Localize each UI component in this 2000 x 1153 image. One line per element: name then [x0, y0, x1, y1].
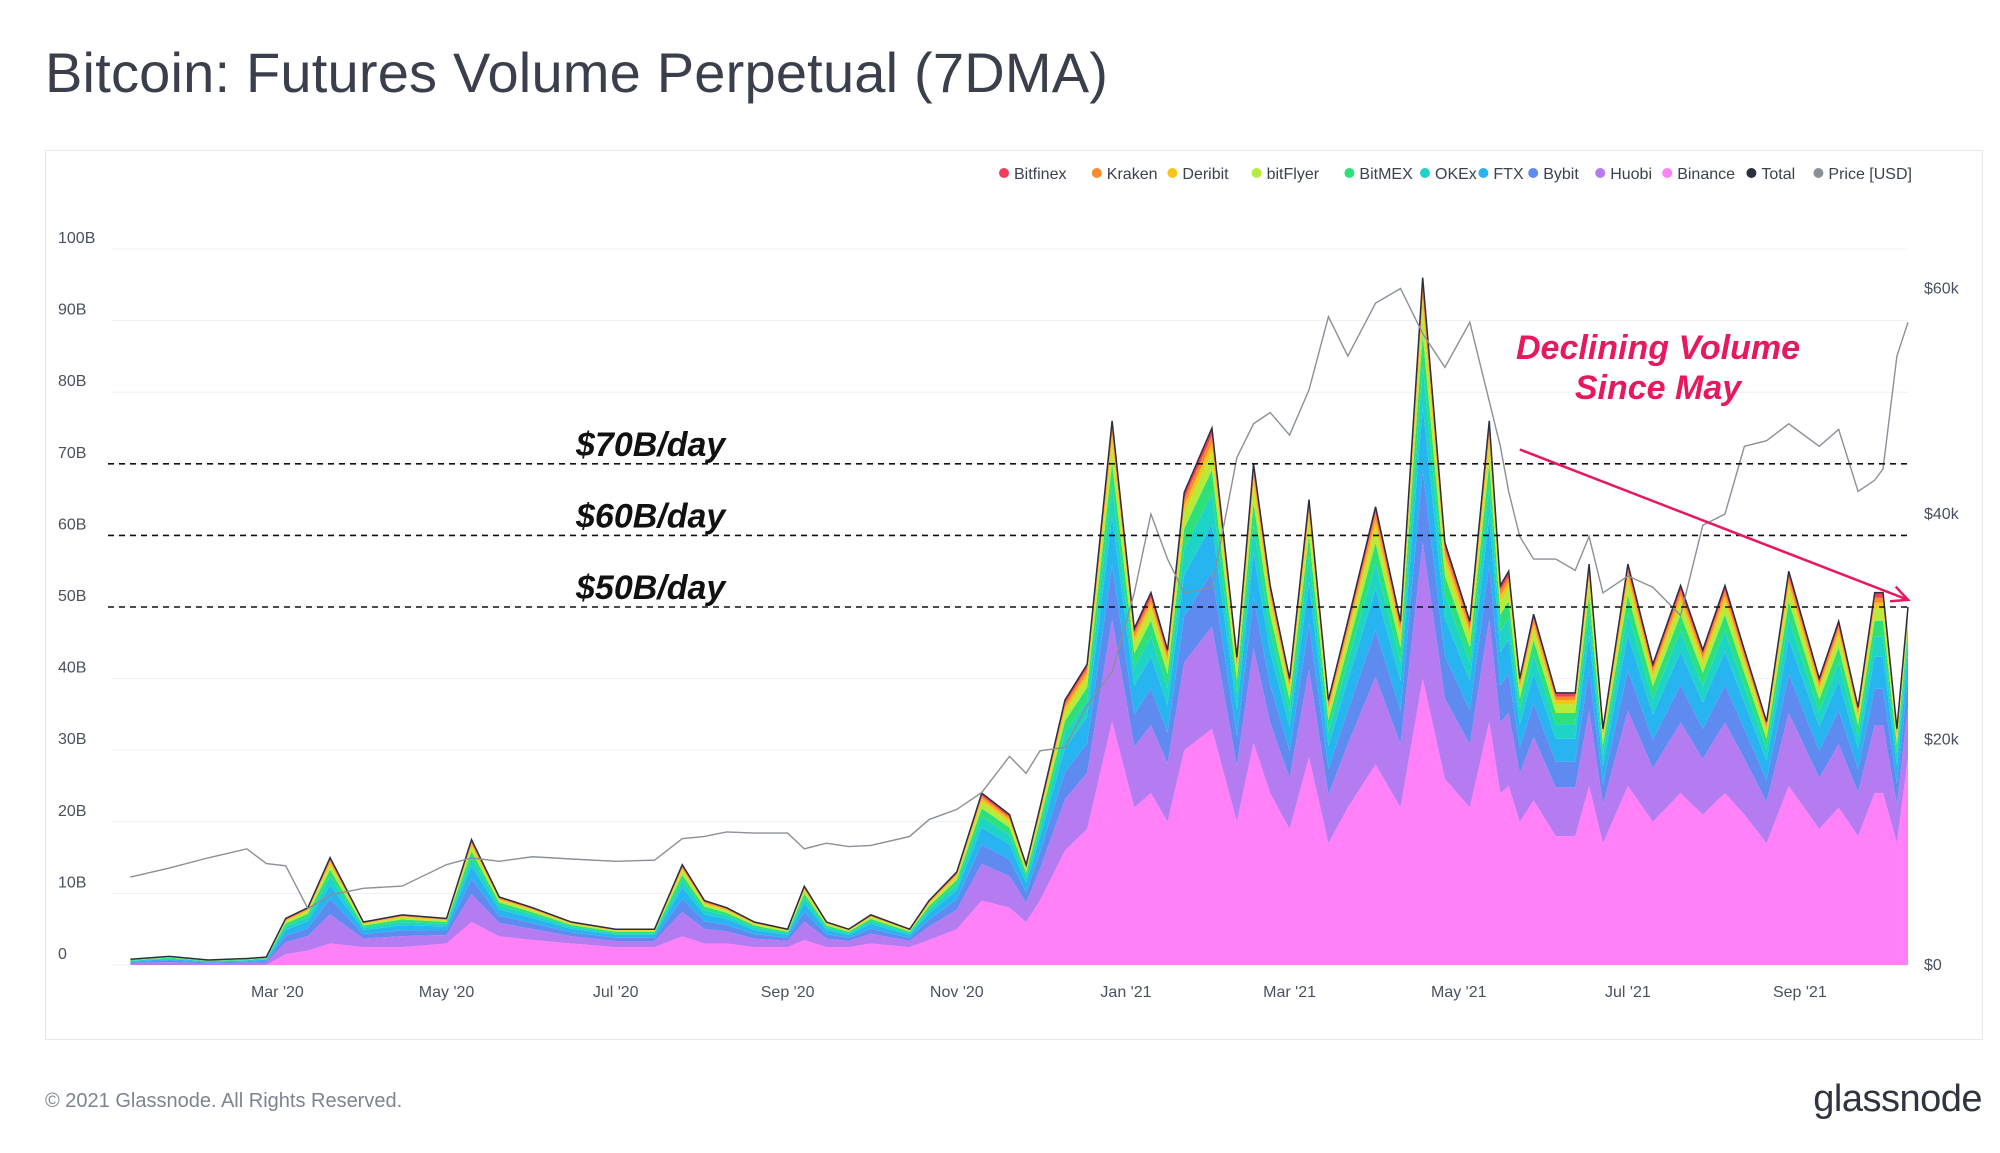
legend-item[interactable]: Bitfinex	[1014, 166, 1066, 183]
area-binance	[130, 678, 1908, 965]
legend-item[interactable]: BitMEX	[1359, 166, 1413, 183]
x-tick-label: Sep '20	[761, 984, 815, 1001]
x-tick-label: Jan '21	[1100, 984, 1151, 1001]
legend-marker-kraken	[1091, 168, 1102, 178]
legend-item[interactable]: OKEx	[1435, 166, 1477, 183]
annotation-line-1: Declining Volume	[1516, 329, 1800, 367]
legend-item[interactable]: Deribit	[1182, 166, 1229, 183]
page-title: Bitcoin: Futures Volume Perpetual (7DMA)	[45, 41, 1109, 104]
x-tick-label: Jul '20	[593, 984, 639, 1001]
legend-marker-bitflyer	[1251, 168, 1262, 178]
legend-marker-bitfinex	[999, 168, 1009, 178]
reference-label: $60B/day	[575, 497, 727, 535]
legend-marker-okex	[1420, 168, 1430, 178]
y-tick-label: 10B	[58, 874, 86, 891]
copyright: © 2021 Glassnode. All Rights Reserved.	[45, 1090, 403, 1112]
x-tick-label: Mar '21	[1263, 984, 1316, 1001]
y-tick-label: 50B	[58, 588, 86, 605]
legend-item[interactable]: Bybit	[1543, 166, 1579, 183]
legend-item[interactable]: Price [USD]	[1828, 166, 1912, 183]
legend-item[interactable]: Binance	[1677, 166, 1735, 183]
legend-item[interactable]: bitFlyer	[1267, 166, 1320, 183]
reference-label: $70B/day	[575, 426, 727, 464]
chart-panel: 0 10B 20B 30B 40B 50B 60B 70B 80B 90B 100B $0 $20k $4…	[45, 150, 1983, 1040]
legend-item[interactable]: Huobi	[1610, 166, 1652, 183]
y-tick-label: 100B	[58, 230, 95, 247]
reference-label: $50B/day	[575, 569, 727, 607]
x-tick-label: Sep '21	[1773, 984, 1827, 1001]
legend-marker-deribit	[1167, 168, 1178, 178]
legend-item[interactable]: FTX	[1493, 166, 1524, 183]
legend-marker-ftx	[1478, 168, 1489, 178]
annotation-line-2: Since May	[1575, 369, 1743, 407]
chart: 0 10B 20B 30B 40B 50B 60B 70B 80B 90B 100B $0 $20k $4…	[58, 166, 1960, 1001]
y-tick-label: 0	[58, 946, 67, 963]
x-tick-label: Jul '21	[1605, 984, 1651, 1001]
y-tick-label: 90B	[58, 302, 86, 319]
y-right-tick-label: $40k	[1924, 506, 1960, 523]
y-tick-label: 20B	[58, 803, 86, 820]
y-right-tick-label: $0	[1924, 957, 1942, 974]
x-tick-label: Nov '20	[930, 984, 984, 1001]
legend-marker-bitmex	[1344, 168, 1355, 178]
brand-logo: glassnode	[1813, 1078, 1982, 1120]
legend-marker-binance	[1662, 168, 1673, 178]
legend-item[interactable]: Total	[1761, 166, 1795, 183]
x-tick-label: Mar '20	[251, 984, 304, 1001]
legend-marker-priceusd	[1813, 168, 1824, 178]
y-right-tick-label: $60k	[1924, 280, 1960, 297]
legend-marker-total	[1746, 168, 1757, 178]
legend-item[interactable]: Kraken	[1107, 166, 1158, 183]
x-tick-label: May '21	[1431, 984, 1487, 1001]
annotation-arrow	[1519, 448, 1909, 602]
series-price-line	[130, 287, 1909, 910]
y-tick-label: 70B	[58, 445, 86, 462]
annotation-arrowhead	[1889, 585, 1911, 603]
x-tick-label: May '20	[419, 984, 475, 1001]
legend-marker-huobi	[1595, 168, 1606, 178]
y-tick-label: 60B	[58, 516, 86, 533]
y-right-tick-label: $20k	[1924, 731, 1960, 748]
legend-marker-bybit	[1528, 168, 1539, 178]
y-tick-label: 80B	[58, 373, 86, 390]
y-tick-label: 30B	[58, 731, 86, 748]
y-tick-label: 40B	[58, 660, 86, 677]
series-total-line	[130, 277, 1909, 961]
